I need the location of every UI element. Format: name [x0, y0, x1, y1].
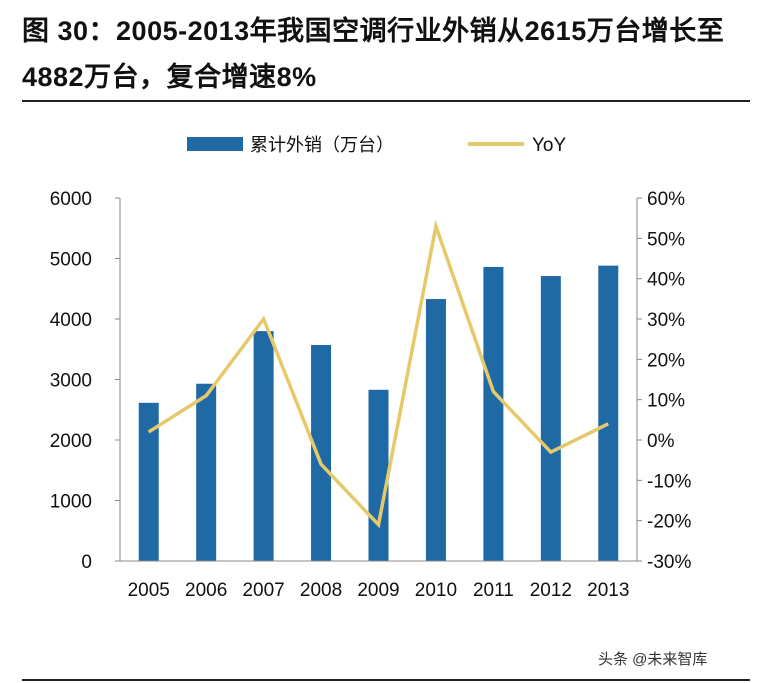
- legend-bar-label: 累计外销（万台）: [250, 135, 394, 155]
- left-tick-label: 6000: [50, 189, 92, 210]
- legend-line-label: YoY: [532, 135, 566, 156]
- bottom-rule: [22, 679, 750, 681]
- bar-2006: [196, 383, 217, 561]
- left-tick-label: 3000: [50, 371, 92, 392]
- x-tick-label: 2012: [530, 580, 572, 601]
- bar-2009: [368, 389, 389, 561]
- right-tick-label: -20%: [647, 512, 691, 533]
- bar-2011: [483, 266, 504, 561]
- bar-2012: [540, 276, 561, 561]
- right-tick-label: -30%: [647, 552, 691, 573]
- x-tick-label: 2011: [473, 580, 514, 601]
- x-tick-label: 2006: [185, 580, 227, 601]
- right-tick-label: -10%: [647, 471, 691, 492]
- bar-2010: [425, 299, 446, 561]
- left-tick-label: 1000: [50, 492, 92, 513]
- title-rule: [22, 100, 750, 102]
- x-tick-label: 2013: [587, 580, 629, 601]
- right-tick-label: 30%: [647, 310, 685, 331]
- x-tick-label: 2005: [128, 580, 170, 601]
- legend-bar-swatch: [187, 137, 243, 151]
- right-tick-label: 60%: [647, 189, 685, 210]
- bar-2007: [253, 331, 274, 561]
- chart-title: 图 30：2005-2013年我国空调行业外销从2615万台增长至4882万台，…: [22, 16, 725, 92]
- right-tick-label: 40%: [647, 270, 685, 291]
- x-tick-label: 2009: [357, 580, 399, 601]
- right-tick-label: 50%: [647, 229, 685, 250]
- left-tick-label: 5000: [50, 250, 92, 271]
- x-tick-label: 2007: [242, 580, 284, 601]
- right-tick-label: 0%: [647, 431, 675, 452]
- x-tick-label: 2008: [300, 580, 342, 601]
- right-tick-label: 10%: [647, 391, 685, 412]
- bar-2013: [598, 265, 619, 561]
- watermark: 头条 @未来智库: [598, 651, 708, 668]
- bar-2008: [311, 345, 332, 561]
- bar-2005: [138, 402, 159, 561]
- left-tick-label: 0: [81, 552, 92, 573]
- right-tick-label: 20%: [647, 350, 685, 371]
- x-tick-label: 2010: [415, 580, 457, 601]
- left-tick-label: 4000: [50, 310, 92, 331]
- left-tick-label: 2000: [50, 431, 92, 452]
